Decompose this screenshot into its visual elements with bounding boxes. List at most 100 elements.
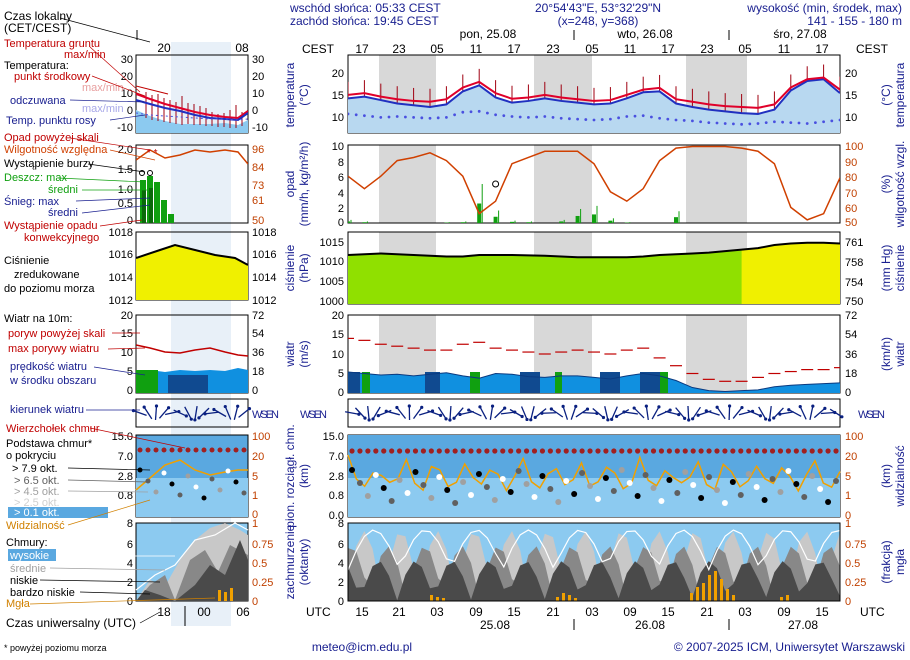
wind-arrow-head xyxy=(772,416,776,420)
legend-ground: Temperatura gruntu xyxy=(4,38,100,50)
pressure-area-high xyxy=(741,242,840,304)
small-pressure-line xyxy=(136,243,248,266)
tick-top: 23 xyxy=(700,42,714,56)
axis-title-precip-r-unit: (%) xyxy=(879,175,893,194)
tick: 8 xyxy=(127,518,133,530)
cloud-top-dot xyxy=(706,448,712,454)
wind-arrow-head xyxy=(357,412,361,416)
axis-title-pressure: ciśnienie xyxy=(283,244,297,291)
pressure-plot xyxy=(348,241,840,304)
cest-left: CEST xyxy=(302,42,335,56)
wind-arrow-head xyxy=(767,418,772,422)
cloud-top-dot xyxy=(611,448,617,454)
legend-temp-title: Temperatura: xyxy=(4,60,69,72)
cloud-base-dot xyxy=(420,482,427,488)
tick: 8 xyxy=(338,157,344,169)
legend-cloud-top: Wierzchołek chmur xyxy=(6,423,100,435)
main-top-ticks: 17 23 05 11 17 23 05 11 17 23 05 11 17 xyxy=(355,42,829,56)
wind-arrow-shaft xyxy=(494,407,506,419)
tick: 1015 xyxy=(320,237,344,249)
small-cover-low xyxy=(136,540,248,601)
small-cloud-top-dot xyxy=(193,447,199,453)
wind-arrow-head xyxy=(490,404,495,408)
tick: 90 xyxy=(845,157,857,169)
wind-arrow-head xyxy=(223,404,227,409)
wind-arrow-shaft xyxy=(657,409,671,417)
tick: 0.25 xyxy=(845,577,866,589)
wind-arrow-shaft xyxy=(758,406,767,420)
leader xyxy=(69,137,151,151)
cloud-top-dot xyxy=(460,448,466,454)
axis-title-clouds: pion. rozciągł. chm. xyxy=(283,424,297,527)
dewpoint-dot xyxy=(600,118,604,121)
cloud-base-dot xyxy=(539,473,546,479)
wind-arrow-head xyxy=(203,412,207,416)
tick: 0 xyxy=(338,387,344,399)
wind-arrow-head xyxy=(585,407,590,411)
cloud-base-dot xyxy=(491,497,498,503)
fog-bar xyxy=(696,587,699,601)
tick-bottom: 03 xyxy=(430,605,444,619)
tick: 2 xyxy=(338,577,344,589)
dewpoint-dot xyxy=(781,120,784,124)
legend-wind-mean2: w środku obszaru xyxy=(9,375,96,387)
legend-cover-low: niskie xyxy=(10,575,38,587)
tick: 10 xyxy=(121,347,133,359)
wind-arrow-shaft xyxy=(645,405,649,421)
cloud-cover-plot xyxy=(347,522,841,602)
wind-arrow-shaft xyxy=(396,407,407,419)
small-tick-labels: 30 20 10 0 -10 30 20 10 0 -10 2.0 1.5 1.… xyxy=(109,54,277,608)
wind-arrow-head xyxy=(696,413,700,417)
legend-high-bg xyxy=(8,549,56,561)
dewpoint-dot xyxy=(502,114,506,118)
cloud-top-dot xyxy=(349,448,355,454)
cloud-top-dot xyxy=(793,448,799,454)
day-label-bottom-1: 25.08 xyxy=(480,618,510,632)
wind-arrow-shaft xyxy=(575,408,588,418)
cloud-top-dot xyxy=(817,448,823,454)
main-tick-labels: 20 15 10 20 15 10 10 8 6 4 2 0 100 90 80… xyxy=(320,68,867,608)
tick: 0 xyxy=(252,105,258,117)
tick: 54 xyxy=(252,328,264,340)
tick: 1 xyxy=(252,490,258,502)
dewpoint-dot xyxy=(756,122,760,125)
dewpoint-dot xyxy=(412,116,415,119)
wind-arrow-shaft xyxy=(633,407,645,419)
tick: 754 xyxy=(845,277,863,289)
tick: 10 xyxy=(252,88,264,100)
tick-top: 17 xyxy=(661,42,675,56)
legend-dewpoint: Temp. punktu rosy xyxy=(6,115,96,127)
axis-title-wind-unit: (m/s) xyxy=(297,340,311,367)
rain-bar xyxy=(608,220,613,223)
cloud-base-dot xyxy=(579,470,586,476)
wind-arrow-head xyxy=(420,405,424,409)
cloud-top-dot xyxy=(476,448,482,454)
grid-text: (x=248, y=368) xyxy=(558,14,639,28)
wind-arrow-head xyxy=(193,418,197,422)
small-cloud-top-dot xyxy=(145,447,151,453)
cloud-top-dot xyxy=(436,448,442,454)
email-link[interactable]: meteo@icm.edu.pl xyxy=(312,640,412,654)
wind-arrow-shaft xyxy=(664,410,679,416)
legend-gust-over: poryw powyżej skali xyxy=(8,328,105,340)
dewpoint-dot xyxy=(748,122,752,126)
tick: 0 xyxy=(845,510,851,522)
cloud-top-dot xyxy=(690,448,696,454)
rain-bar xyxy=(674,217,678,223)
wind-arrow-head xyxy=(606,418,610,422)
direction-plot xyxy=(344,404,844,422)
tick: 20 xyxy=(845,451,857,463)
wind-green-area xyxy=(470,372,480,393)
perceived-area xyxy=(348,79,840,133)
wind-arrow-shaft xyxy=(788,409,802,417)
tick-top: 17 xyxy=(355,42,369,56)
left-axis-titles: temperatura (°C) opad (mm/h, kg/m²/h) ci… xyxy=(283,62,311,599)
wind-arrow-head xyxy=(811,404,815,408)
cloud-base-dot xyxy=(499,476,506,482)
tick: 10 xyxy=(332,349,344,361)
fog-bar xyxy=(568,595,571,601)
leader xyxy=(49,567,166,571)
tick: 1 xyxy=(252,518,258,530)
legend-cover-title: Chmury: xyxy=(6,537,48,549)
cloud-base-dot xyxy=(531,494,538,500)
